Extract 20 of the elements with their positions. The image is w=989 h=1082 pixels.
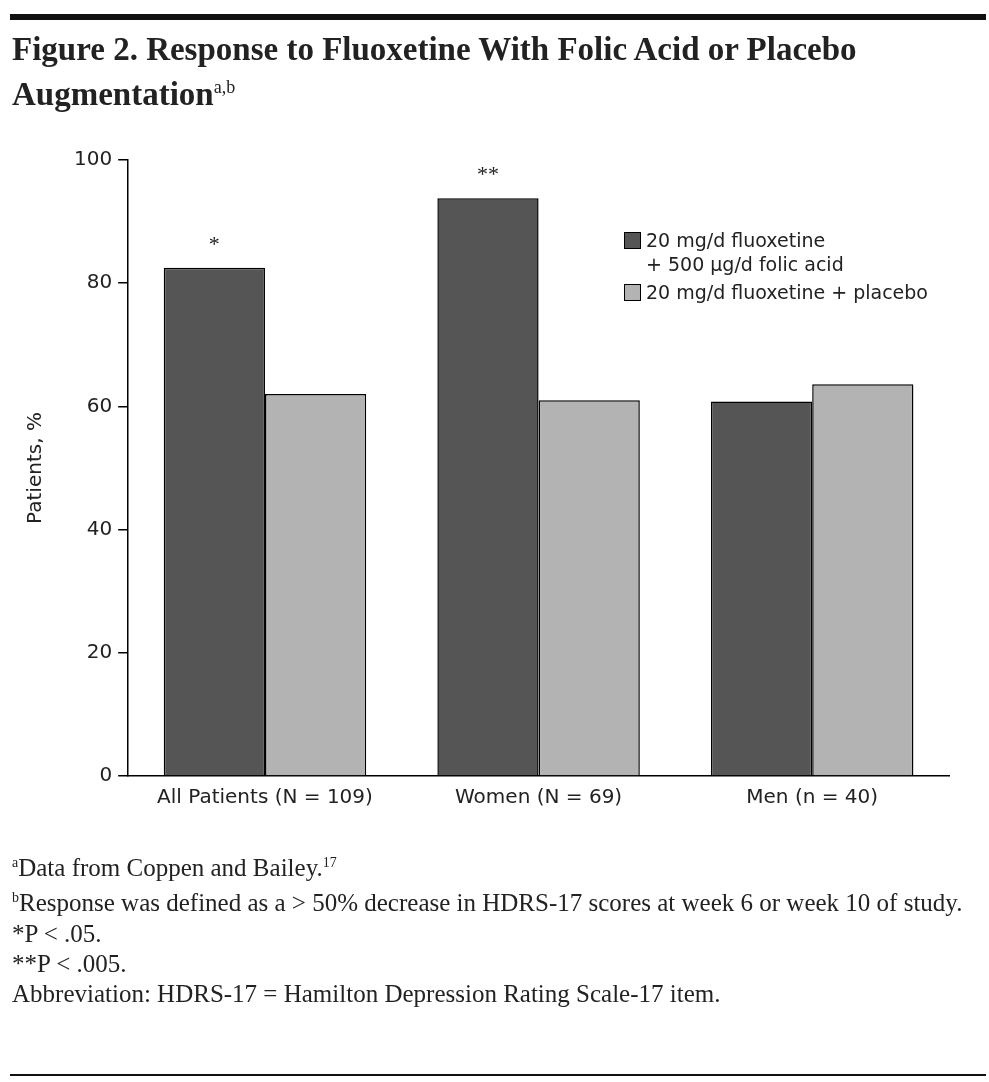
text: *P < .05. [12, 918, 103, 949]
annotation: ** [476, 160, 499, 186]
y-tick-label: 40 [86, 515, 113, 540]
x-tick-label: Men (n = 40) [746, 784, 879, 809]
annotation: * [208, 230, 220, 256]
y-tick-label: 60 [86, 392, 113, 417]
y-tick-label: 100 [73, 146, 113, 171]
y-tick-label: 20 [86, 639, 113, 663]
chart-title: Figure 2. Response to Fluoxetine With Folic Acid or Placebo Augmentation$^{a,b}$ [12, 30, 858, 113]
text: **P < .005. [12, 948, 128, 979]
y-axis-title: Patients, % [22, 412, 47, 524]
legend-label: 20 mg/d fluoxetine + 500 μg/d folic acid [646, 228, 844, 276]
x-tick-label: All Patients (N = 109) [157, 784, 373, 809]
text: $^{a}$Data from Coppen and Bailey.$^{17}$ [12, 853, 338, 884]
y-tick-label: 0 [99, 762, 113, 787]
text: Abbreviation: HDRS-17 = Hamilton Depression Rating Scale-17 item. [12, 978, 722, 1009]
text: $^{b}$Response was defined as a > 50% decrease in HDRS-17 scores at week 6 or week 10 of study. [12, 888, 964, 919]
y-tick-label: 80 [86, 269, 113, 294]
x-tick-label: Women (N = 69) [455, 784, 623, 809]
legend-label: 20 mg/d fluoxetine + placebo [646, 280, 928, 304]
